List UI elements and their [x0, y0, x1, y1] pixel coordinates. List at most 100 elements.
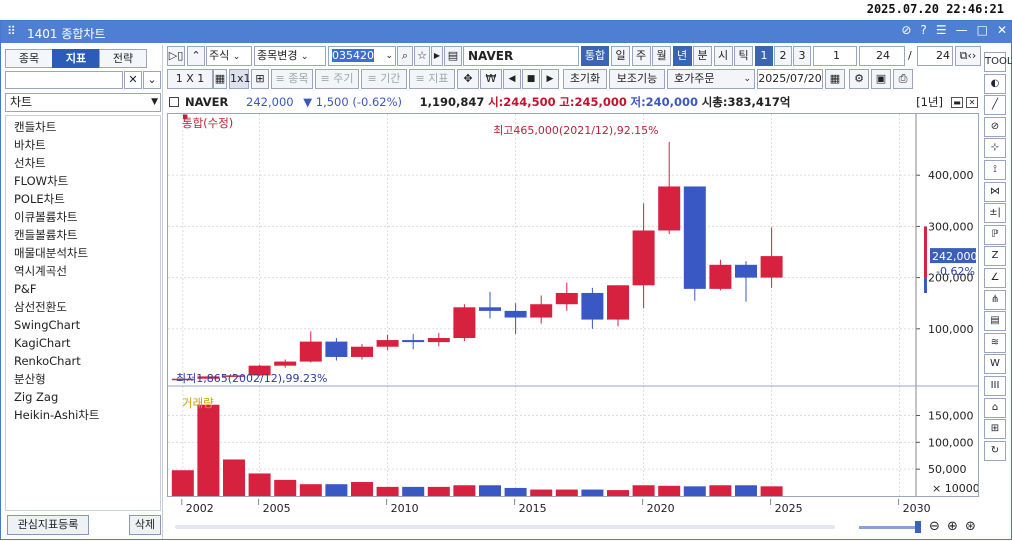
cycle-button[interactable]: ≡ 주기	[315, 69, 359, 89]
search-icon[interactable]: ⌕	[397, 46, 413, 66]
chart-type-item[interactable]: KagiChart	[14, 336, 71, 350]
refresh-icon[interactable]: ↻	[984, 440, 1006, 461]
chart-type-item[interactable]: P&F	[14, 282, 37, 296]
order-select[interactable]: 호가주문 ⌄	[667, 69, 755, 89]
minimize-icon[interactable]: —	[955, 23, 968, 37]
item-button[interactable]: ≡ 종목	[271, 69, 313, 89]
chart-area[interactable]: 400,000 300,000 200,000 100,000 통합(수정) ▪ 최고465…	[167, 112, 980, 497]
chart-type-item[interactable]: 바차트	[14, 138, 46, 152]
checkbox[interactable]	[169, 97, 179, 107]
star-icon[interactable]: ☆	[414, 46, 430, 66]
contrast-icon[interactable]: ◐	[984, 73, 1006, 94]
period-year-button[interactable]: 년	[672, 46, 692, 66]
register-indicator-button[interactable]: 관심지표등록	[7, 515, 89, 535]
close-icon[interactable]: ✕	[996, 23, 1007, 37]
menu-icon[interactable]: ☰	[935, 23, 947, 37]
grid-icon[interactable]: ⊞	[984, 419, 1006, 440]
tab-strategy[interactable]: 전략	[99, 49, 147, 68]
zoom-out-icon[interactable]: ⊖	[929, 519, 940, 534]
layout-arrows-icon[interactable]: ⧉‹›	[955, 46, 981, 66]
tool-icon[interactable]: TOOL	[984, 52, 1012, 72]
market-select[interactable]: 주식 ⌄	[206, 46, 252, 66]
fan-icon[interactable]: ⋔	[984, 289, 1006, 310]
category-select[interactable]: 차트 ▼	[5, 93, 161, 112]
code-input[interactable]: 035420 ⌄	[328, 46, 396, 66]
panel-maximize-icon[interactable]: ▬	[951, 97, 963, 108]
tab-indicators[interactable]: 지표	[52, 49, 100, 68]
zoom-slider[interactable]	[859, 526, 919, 529]
chart-type-item[interactable]: 분산형	[14, 372, 46, 386]
reset-button[interactable]: 초기화	[563, 69, 607, 89]
indicator-button[interactable]: ≡ 지표	[409, 69, 455, 89]
up-icon[interactable]: ⌃	[187, 46, 205, 66]
delete-button[interactable]: 삭제	[129, 515, 161, 535]
help-icon[interactable]: ?	[920, 23, 927, 37]
pattern-icon[interactable]: ℙ	[984, 224, 1006, 245]
period-month-button[interactable]: 월	[652, 46, 671, 66]
settings-icon[interactable]: ⚙	[849, 69, 869, 89]
grid-icon[interactable]: ▦	[213, 69, 227, 89]
page-3-button[interactable]: 3	[793, 46, 811, 66]
clear-icon[interactable]: ✕	[124, 71, 142, 89]
count-input-2[interactable]: 24	[859, 46, 905, 66]
count-input-3[interactable]: 24	[917, 46, 953, 66]
combined-button[interactable]: 통합	[581, 46, 609, 66]
memo-icon[interactable]: ▤	[444, 46, 462, 66]
bars-icon[interactable]: ▤	[984, 311, 1006, 332]
period-day-button[interactable]: 일	[611, 46, 630, 66]
page-1-button[interactable]: 1	[755, 46, 773, 66]
aux-function-button[interactable]: 보조기능	[609, 69, 665, 89]
ratio-button[interactable]: 1 X 1	[167, 69, 213, 89]
line-icon[interactable]: ╱	[984, 95, 1006, 116]
next-icon[interactable]: ▶	[541, 69, 559, 89]
stop-icon[interactable]: ■	[522, 69, 540, 89]
indicator-search-input[interactable]	[5, 71, 123, 89]
table-icon[interactable]: ⊞	[251, 69, 269, 89]
prev-icon[interactable]: ◀	[503, 69, 521, 89]
chart-type-item[interactable]: 역시계곡선	[14, 264, 67, 278]
angle-icon[interactable]: ∠	[984, 267, 1006, 288]
save-icon[interactable]: ▣	[871, 69, 891, 89]
panel-close-icon[interactable]: ✕	[966, 97, 978, 108]
zoom-fit-icon[interactable]: ⊛	[965, 519, 976, 534]
zigzag-icon[interactable]: Z	[984, 246, 1006, 267]
chart-type-item[interactable]: Zig Zag	[14, 390, 59, 404]
chart-type-item[interactable]: SwingChart	[14, 318, 81, 332]
won-button[interactable]: ₩	[480, 69, 502, 89]
move-icon[interactable]: ✥	[457, 69, 479, 89]
w-icon[interactable]: W	[984, 354, 1006, 375]
home-icon[interactable]: ⌂	[984, 397, 1006, 418]
period-hour-button[interactable]: 시	[713, 46, 733, 66]
chart-type-item[interactable]: FLOW차트	[14, 174, 69, 188]
stock-name-field[interactable]: NAVER	[463, 46, 579, 66]
period-button[interactable]: ≡ 기간	[361, 69, 407, 89]
chart-type-item[interactable]: 캔들차트	[14, 120, 57, 134]
eraser-icon[interactable]: ⊘	[984, 116, 1006, 137]
plus-minus-icon[interactable]: ±|	[984, 203, 1006, 224]
fibonacci-icon[interactable]: ⟟	[984, 159, 1006, 180]
panel-toggle-button[interactable]: ▷▯	[167, 46, 185, 66]
one-by-one-button[interactable]: 1x1	[229, 69, 251, 89]
play-icon[interactable]: ▶	[431, 46, 443, 66]
wave-icon[interactable]: ≋	[984, 332, 1006, 353]
chart-type-item[interactable]: Heikin-Ashi차트	[14, 408, 100, 422]
chart-type-item[interactable]: 캔들볼륨차트	[14, 228, 78, 242]
cycle-icon[interactable]: ⋈	[984, 181, 1006, 202]
link-icon[interactable]: ⊘	[901, 23, 912, 37]
change-item-select[interactable]: 종목변경 ⌄	[254, 46, 326, 66]
chart-type-item[interactable]: RenkoChart	[14, 354, 81, 368]
zoom-slider-handle[interactable]	[915, 521, 921, 533]
calendar-icon[interactable]: ▦	[825, 69, 845, 89]
chart-type-item[interactable]: 선차트	[14, 156, 46, 170]
chart-type-item[interactable]: POLE차트	[14, 192, 65, 206]
period-minute-button[interactable]: 분	[693, 46, 712, 66]
period-tick-button[interactable]: 틱	[734, 46, 753, 66]
period-week-button[interactable]: 주	[631, 46, 651, 66]
chevron-down-icon[interactable]: ⌄	[143, 71, 161, 89]
tab-stocks[interactable]: 종목	[5, 49, 53, 68]
chart-type-item[interactable]: 삼선전환도	[14, 300, 67, 314]
page-2-button[interactable]: 2	[774, 46, 792, 66]
print-icon[interactable]: ⎙	[893, 69, 913, 89]
maximize-icon[interactable]: □	[976, 23, 988, 37]
chart-type-item[interactable]: 이큐볼륨차트	[14, 210, 78, 224]
